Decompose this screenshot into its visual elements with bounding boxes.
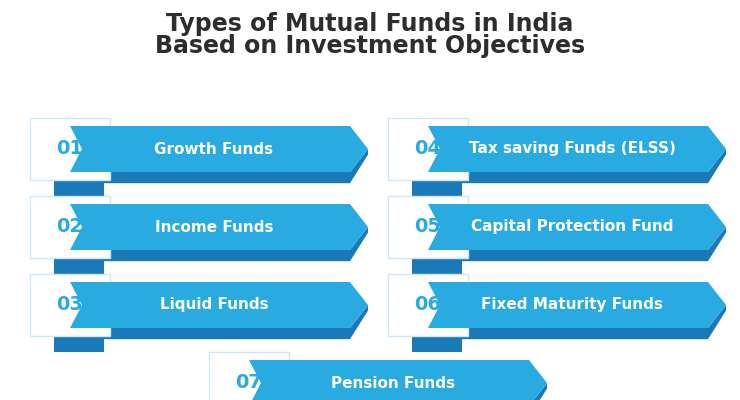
- Text: 04: 04: [414, 140, 442, 158]
- Text: Growth Funds: Growth Funds: [155, 142, 274, 156]
- Bar: [388, 274, 468, 336]
- Text: Types of Mutual Funds in India: Types of Mutual Funds in India: [166, 12, 574, 36]
- Polygon shape: [54, 180, 104, 196]
- Bar: [30, 196, 110, 258]
- Polygon shape: [412, 336, 462, 352]
- Polygon shape: [428, 126, 726, 172]
- Bar: [30, 274, 110, 336]
- Polygon shape: [70, 227, 368, 261]
- Text: 06: 06: [414, 296, 442, 314]
- Text: 01: 01: [56, 140, 84, 158]
- Text: Capital Protection Fund: Capital Protection Fund: [471, 220, 673, 234]
- Text: 02: 02: [56, 218, 84, 236]
- Bar: [388, 196, 468, 258]
- Polygon shape: [412, 258, 462, 274]
- Text: 07: 07: [235, 374, 263, 392]
- Polygon shape: [412, 180, 462, 196]
- Polygon shape: [70, 305, 368, 339]
- Bar: [209, 352, 289, 400]
- Text: Fixed Maturity Funds: Fixed Maturity Funds: [481, 298, 663, 312]
- Bar: [388, 118, 468, 180]
- Polygon shape: [428, 305, 726, 339]
- Polygon shape: [428, 149, 726, 183]
- Text: Pension Funds: Pension Funds: [331, 376, 455, 390]
- Bar: [30, 118, 110, 180]
- Text: Based on Investment Objectives: Based on Investment Objectives: [155, 34, 585, 58]
- Text: 03: 03: [56, 296, 84, 314]
- Text: 05: 05: [414, 218, 442, 236]
- Polygon shape: [70, 204, 368, 250]
- Polygon shape: [249, 383, 547, 400]
- Polygon shape: [54, 336, 104, 352]
- Polygon shape: [428, 227, 726, 261]
- Polygon shape: [249, 360, 547, 400]
- Polygon shape: [70, 282, 368, 328]
- Text: Liquid Funds: Liquid Funds: [160, 298, 269, 312]
- Polygon shape: [54, 258, 104, 274]
- Polygon shape: [70, 126, 368, 172]
- Text: Tax saving Funds (ELSS): Tax saving Funds (ELSS): [468, 142, 676, 156]
- Polygon shape: [428, 282, 726, 328]
- Text: Income Funds: Income Funds: [155, 220, 273, 234]
- Polygon shape: [428, 204, 726, 250]
- Polygon shape: [70, 149, 368, 183]
